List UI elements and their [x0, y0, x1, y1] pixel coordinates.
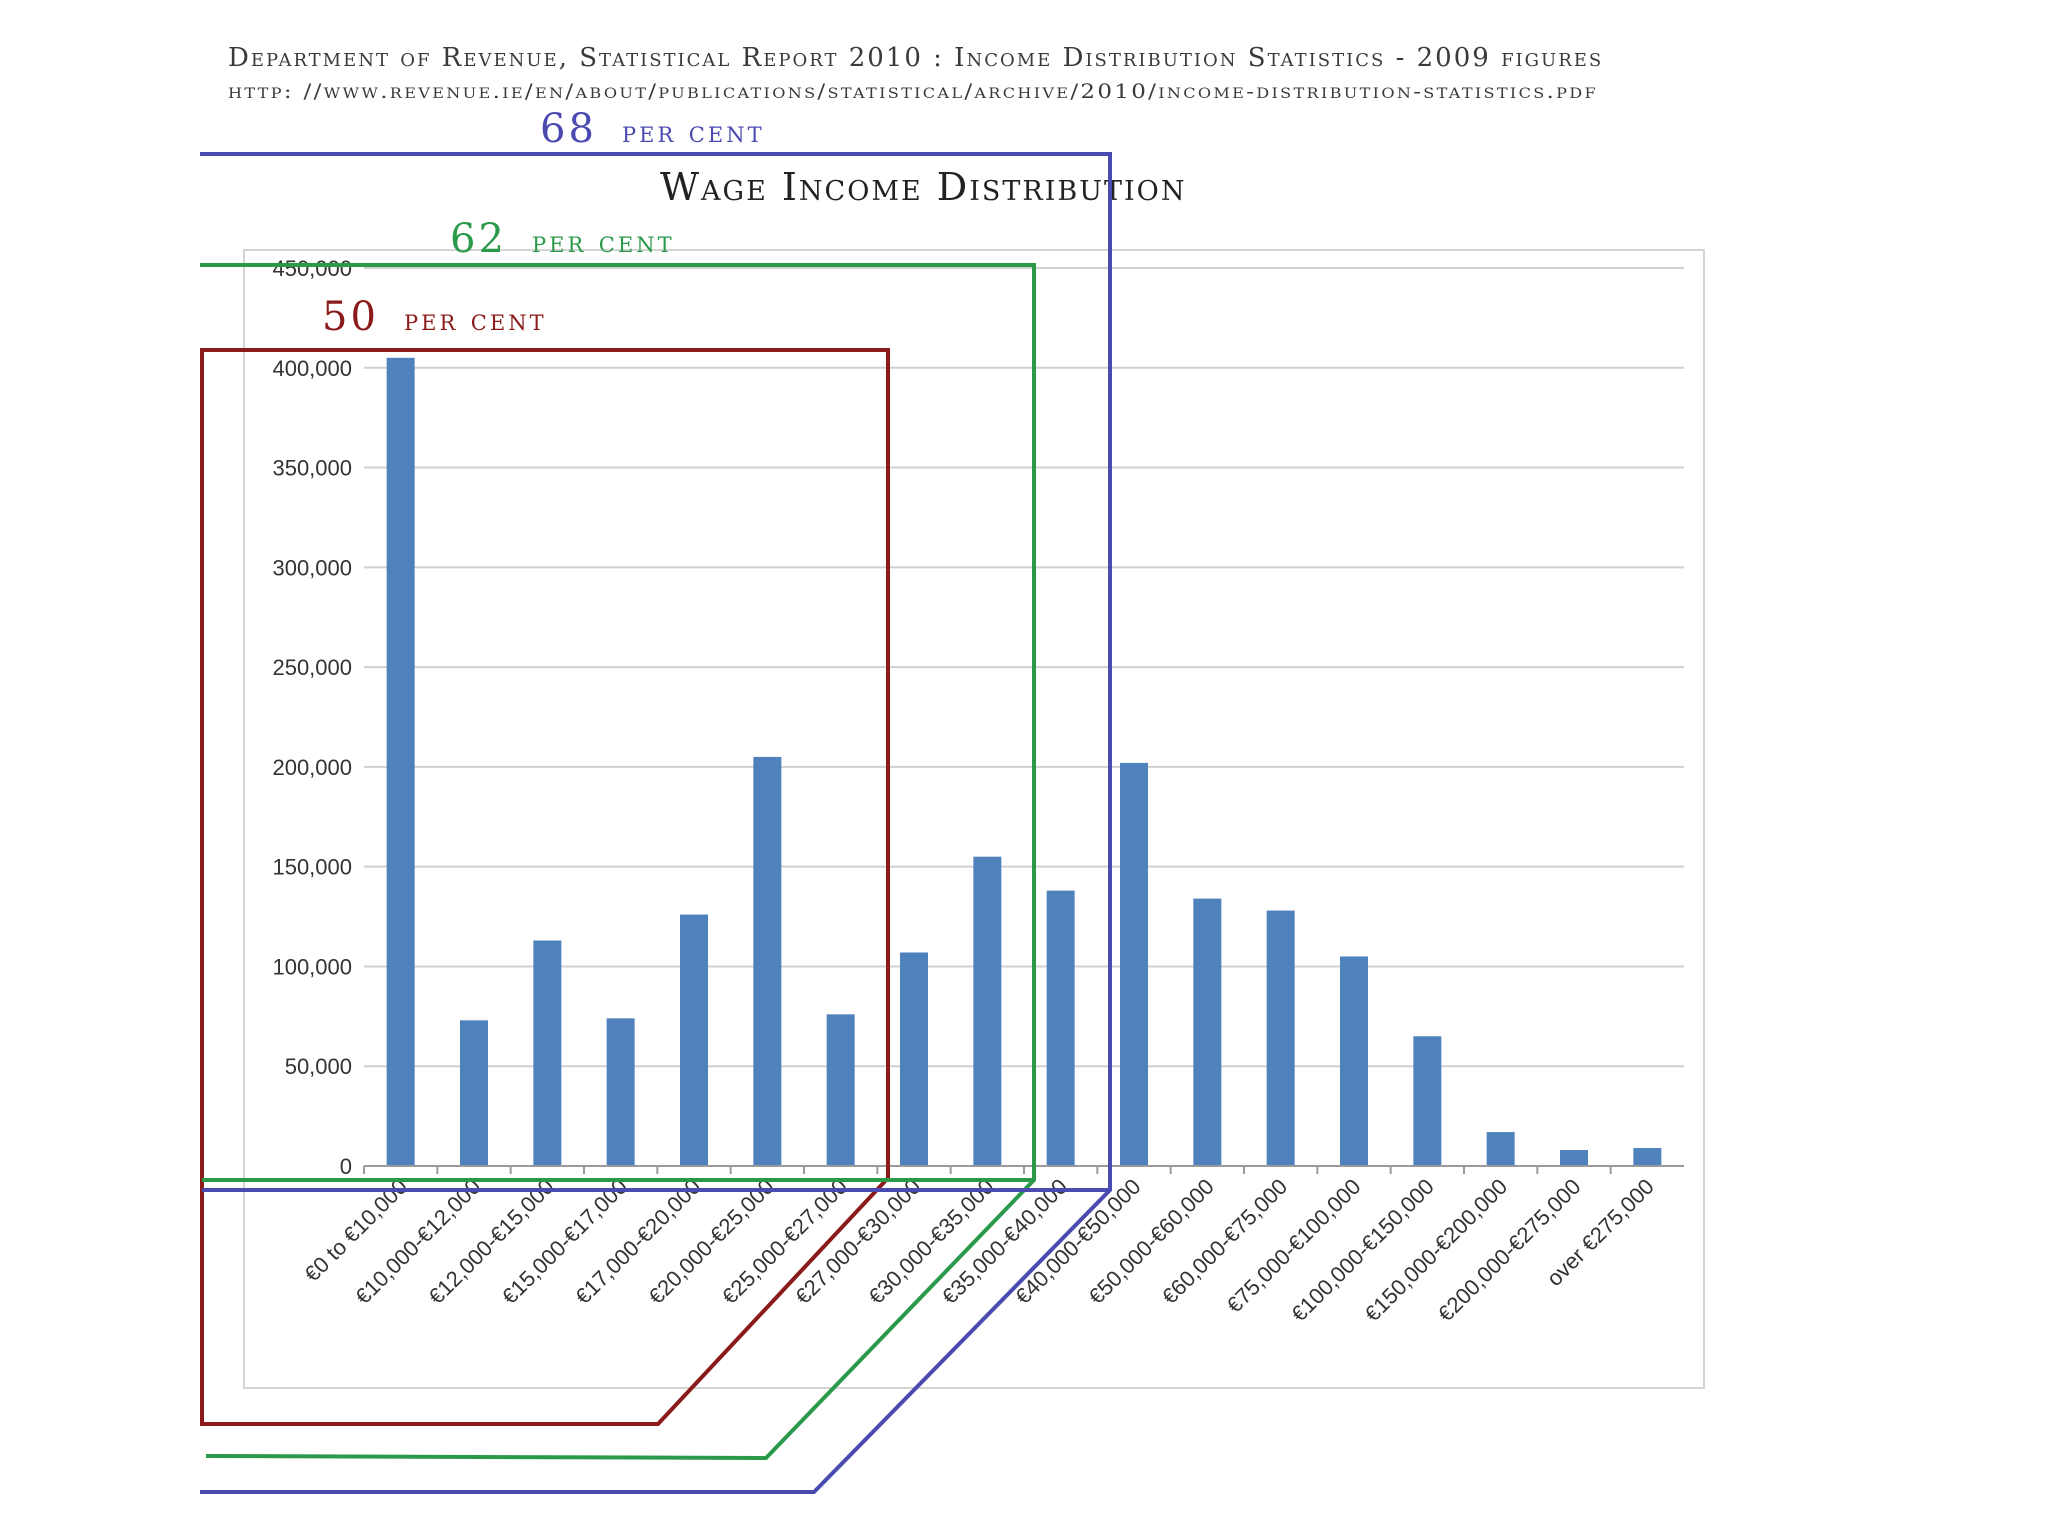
- bar: [1560, 1150, 1588, 1166]
- bar: [533, 940, 562, 1166]
- y-tick-label: 400,000: [272, 356, 352, 381]
- bar: [1266, 910, 1295, 1166]
- annotation-50-number: 50: [322, 294, 379, 340]
- x-category-label: €40,000-€50,000: [1010, 1174, 1145, 1309]
- x-category-label: €12,000-€15,000: [424, 1174, 559, 1309]
- bar: [1486, 1132, 1515, 1166]
- y-tick-label: 350,000: [272, 456, 352, 481]
- bracket-68-per-cent: [200, 152, 1112, 1494]
- y-tick-label: 450,000: [272, 256, 352, 281]
- y-axis-ticks: 0 50,000 100,000 150,000 200,000 250,000 300,0…: [272, 256, 352, 1179]
- bar: [1633, 1148, 1662, 1166]
- bracket-50-per-cent: [200, 348, 890, 1426]
- x-category-label: €200,000-€275,000: [1433, 1174, 1586, 1327]
- bar: [826, 1014, 855, 1166]
- bar: [1340, 956, 1368, 1166]
- x-category-label: €100,000-€150,000: [1286, 1174, 1439, 1327]
- y-tick-label: 100,000: [272, 954, 352, 979]
- bracket-62-per-cent: [200, 263, 1036, 1461]
- x-category-label: €35,000-€40,000: [937, 1174, 1072, 1309]
- gridlines: [364, 267, 1684, 1068]
- bar: [1193, 898, 1222, 1166]
- bar: [606, 1018, 635, 1166]
- bar: [1120, 762, 1148, 1166]
- y-tick-label: 150,000: [272, 855, 352, 880]
- bar: [460, 1020, 488, 1166]
- y-tick-label: 200,000: [272, 755, 352, 780]
- x-category-label: €150,000-€200,000: [1360, 1174, 1513, 1327]
- y-tick-label: 300,000: [272, 555, 352, 580]
- bars: [386, 357, 1662, 1166]
- annotation-68-text: per cent: [622, 115, 765, 150]
- y-tick-label: 0: [340, 1154, 352, 1179]
- annotation-62-per-cent: 62 per cent: [450, 216, 675, 262]
- bar: [386, 357, 415, 1166]
- x-category-label: €17,000-€20,000: [570, 1174, 705, 1309]
- annotation-68-number: 68: [540, 106, 597, 152]
- annotation-62-number: 62: [450, 216, 507, 262]
- source-url: http: //www.revenue.ie/en/about/publicat…: [228, 79, 1598, 103]
- bar: [973, 856, 1002, 1166]
- chart-area-border: [243, 249, 1705, 1389]
- x-category-label: €10,000-€12,000: [350, 1174, 485, 1309]
- bar: [753, 756, 782, 1166]
- y-tick-label: 250,000: [272, 655, 352, 680]
- bar: [900, 952, 928, 1166]
- x-category-label: €27,000-€30,000: [790, 1174, 925, 1309]
- annotation-62-text: per cent: [532, 225, 675, 260]
- y-tick-label: 50,000: [285, 1054, 352, 1079]
- bar: [1413, 1036, 1442, 1166]
- x-category-label: €75,000-€100,000: [1222, 1174, 1366, 1318]
- source-header: Department of Revenue, Statistical Repor…: [228, 43, 1603, 73]
- bar: [1046, 890, 1075, 1166]
- annotation-68-per-cent: 68 per cent: [540, 106, 765, 152]
- bar: [680, 914, 708, 1166]
- annotation-50-per-cent: 50 per cent: [322, 294, 547, 340]
- x-category-label: €15,000-€17,000: [497, 1174, 632, 1309]
- x-category-label: €20,000-€25,000: [644, 1174, 779, 1309]
- x-category-label: €60,000-€75,000: [1157, 1174, 1292, 1309]
- annotation-50-text: per cent: [404, 303, 547, 338]
- chart-title: Wage Income Distribution: [660, 165, 1186, 209]
